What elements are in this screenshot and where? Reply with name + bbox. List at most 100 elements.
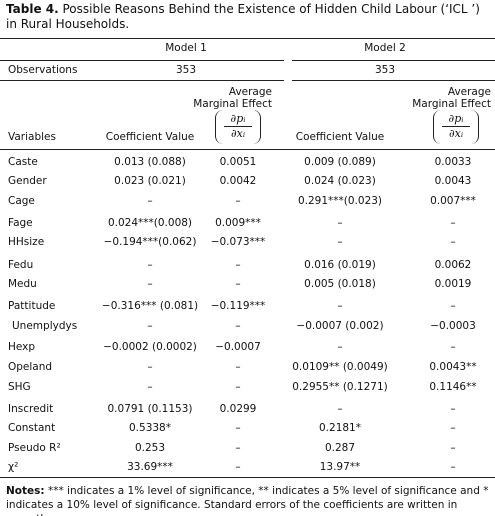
cell: 0.005 (0.018): [304, 278, 376, 290]
cell: 0.013 (0.088): [114, 156, 186, 168]
column-header: Average Marginal Effect: [193, 86, 272, 110]
row-label: Fedu: [8, 259, 34, 271]
fraction-numerator: ∂pᵢ: [224, 112, 252, 127]
cell: –: [235, 381, 241, 393]
fraction-denominator: ∂xᵢ: [230, 127, 246, 140]
row-label: Pseudo R²: [8, 442, 61, 454]
row-label: χ²: [8, 461, 19, 473]
cell: –: [450, 341, 456, 353]
cell: –: [337, 300, 343, 312]
rule: [0, 38, 495, 39]
cell: 0.2955** (0.1271): [292, 381, 388, 393]
cell: 0.0299: [219, 403, 257, 415]
model-header: Model 2: [364, 42, 406, 54]
cell: −0.0007 (0.002): [296, 320, 384, 332]
notes-text: *** indicates a 1% level of significance…: [6, 485, 489, 516]
rule: [0, 80, 284, 81]
row-label: Hexp: [8, 341, 36, 353]
cell: –: [235, 278, 241, 290]
rule: [292, 80, 495, 81]
cell: –: [235, 442, 241, 454]
observations-value: 353: [175, 64, 197, 76]
notes-label: Notes:: [6, 485, 45, 497]
cell: –: [450, 403, 456, 415]
cell: –: [450, 236, 456, 248]
cell: –: [450, 461, 456, 473]
cell: 0.5338*: [129, 422, 171, 434]
cell: –: [147, 259, 153, 271]
model-header: Model 1: [165, 42, 207, 54]
rule: [292, 60, 495, 61]
cell: 0.0043**: [429, 361, 477, 373]
cell: –: [337, 236, 343, 248]
cell: −0.073***: [210, 236, 266, 248]
rule: [0, 149, 495, 150]
cell: 0.007***: [430, 195, 476, 207]
cell: 0.1146**: [429, 381, 477, 393]
row-label: Caste: [8, 156, 38, 168]
cell: −0.0003: [430, 320, 476, 332]
cell: –: [147, 278, 153, 290]
fraction-denominator: ∂xᵢ: [448, 127, 464, 140]
column-header: Coefficient Value: [295, 131, 385, 143]
cell: –: [450, 442, 456, 454]
cell: 0.291***(0.023): [297, 195, 383, 207]
cell: −0.0002 (0.0002): [103, 341, 197, 353]
cell: 0.024 (0.023): [304, 175, 376, 187]
cell: –: [235, 320, 241, 332]
cell: 0.009 (0.089): [304, 156, 376, 168]
cell: –: [337, 217, 343, 229]
observations-value: 353: [374, 64, 396, 76]
cell: –: [147, 361, 153, 373]
cell: –: [147, 320, 153, 332]
cell: –: [450, 422, 456, 434]
cell: 0.0019: [434, 278, 472, 290]
row-label: Medu: [8, 278, 37, 290]
cell: 0.253: [134, 442, 166, 454]
cell: –: [450, 300, 456, 312]
cell: –: [235, 195, 241, 207]
row-label: Inscredit: [8, 403, 54, 415]
fraction-numerator: ∂pᵢ: [442, 112, 470, 127]
table-caption: Table 4. Possible Reasons Behind the Exi…: [6, 2, 491, 32]
row-label: Pattitude: [8, 300, 56, 312]
cell: 0.0051: [219, 156, 257, 168]
row-label: HHsize: [8, 236, 45, 248]
cell: –: [235, 259, 241, 271]
cell: 0.2181*: [319, 422, 361, 434]
cell: 0.009***: [215, 217, 261, 229]
row-label: SHG: [8, 381, 31, 393]
cell: 0.0042: [219, 175, 257, 187]
row-label: Gender: [8, 175, 47, 187]
column-header: Average Marginal Effect: [412, 86, 491, 110]
cell: 0.0062: [434, 259, 472, 271]
cell: –: [450, 217, 456, 229]
rule: [0, 60, 284, 61]
cell: –: [147, 381, 153, 393]
row-label: Unemplydys: [12, 320, 78, 332]
cell: −0.0007: [215, 341, 261, 353]
marginal-effect-fraction: ∂pᵢ ∂xᵢ: [433, 110, 479, 144]
cell: 0.287: [324, 442, 356, 454]
cell: –: [337, 341, 343, 353]
column-header: Variables: [8, 131, 56, 143]
row-label: Cage: [8, 195, 35, 207]
cell: 0.0109** (0.0049): [292, 361, 388, 373]
row-label: Opeland: [8, 361, 53, 373]
column-header: Coefficient Value: [105, 131, 195, 143]
cell: 0.024***(0.008): [107, 217, 193, 229]
cell: –: [235, 461, 241, 473]
caption-text: Possible Reasons Behind the Existence of…: [6, 2, 480, 31]
cell: –: [235, 422, 241, 434]
caption-label: Table 4.: [6, 2, 59, 16]
cell: 33.69***: [127, 461, 173, 473]
table-notes: Notes: *** indicates a 1% level of signi…: [6, 484, 491, 516]
rule: [0, 477, 495, 478]
cell: 0.0043: [434, 175, 472, 187]
cell: −0.316*** (0.081): [101, 300, 199, 312]
marginal-effect-fraction: ∂pᵢ ∂xᵢ: [215, 110, 261, 144]
row-label: Fage: [8, 217, 33, 229]
cell: 0.0033: [434, 156, 472, 168]
cell: 0.016 (0.019): [304, 259, 376, 271]
